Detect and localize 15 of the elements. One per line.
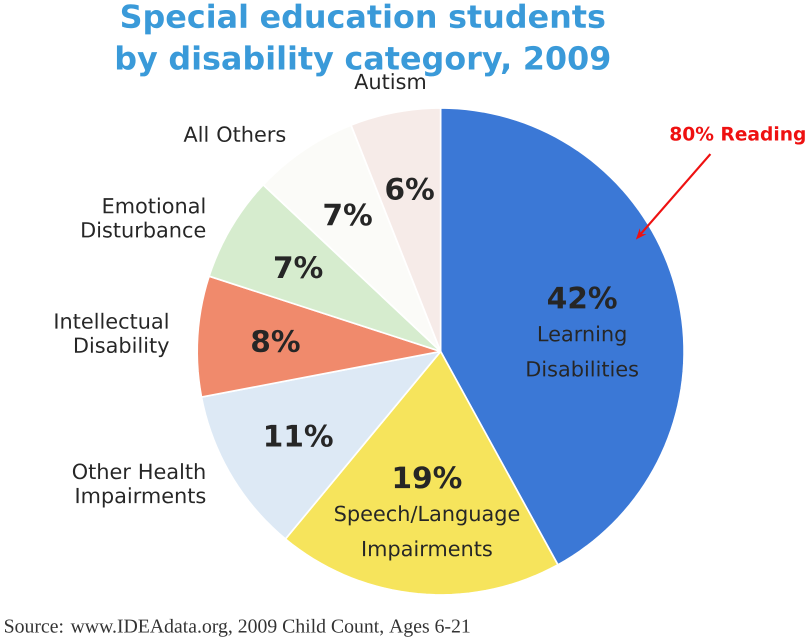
data-label: 19% [394,466,462,488]
source-note: Source: www.IDEAdata.org, 2009 Child Count, Ages 6-21 [4,618,470,637]
data-label: 6% [386,177,434,200]
data-label: 8% [252,330,300,352]
slice-label: Emotional Disturbance [82,197,206,238]
slice-label: Intellectual Disability [55,312,169,357]
slice-label: Speech/Language Impairments [335,505,520,560]
data-label: 11% [266,424,333,447]
text: 80% Reading [670,126,805,144]
slice-label: All Others [184,126,286,142]
data-label: 7% [324,203,372,226]
data-label: 42% [548,286,617,309]
slice-label: Learning Disabilities [527,325,638,376]
data-label: 7% [274,256,322,278]
slice-label: Other Health Impairments [72,462,206,508]
